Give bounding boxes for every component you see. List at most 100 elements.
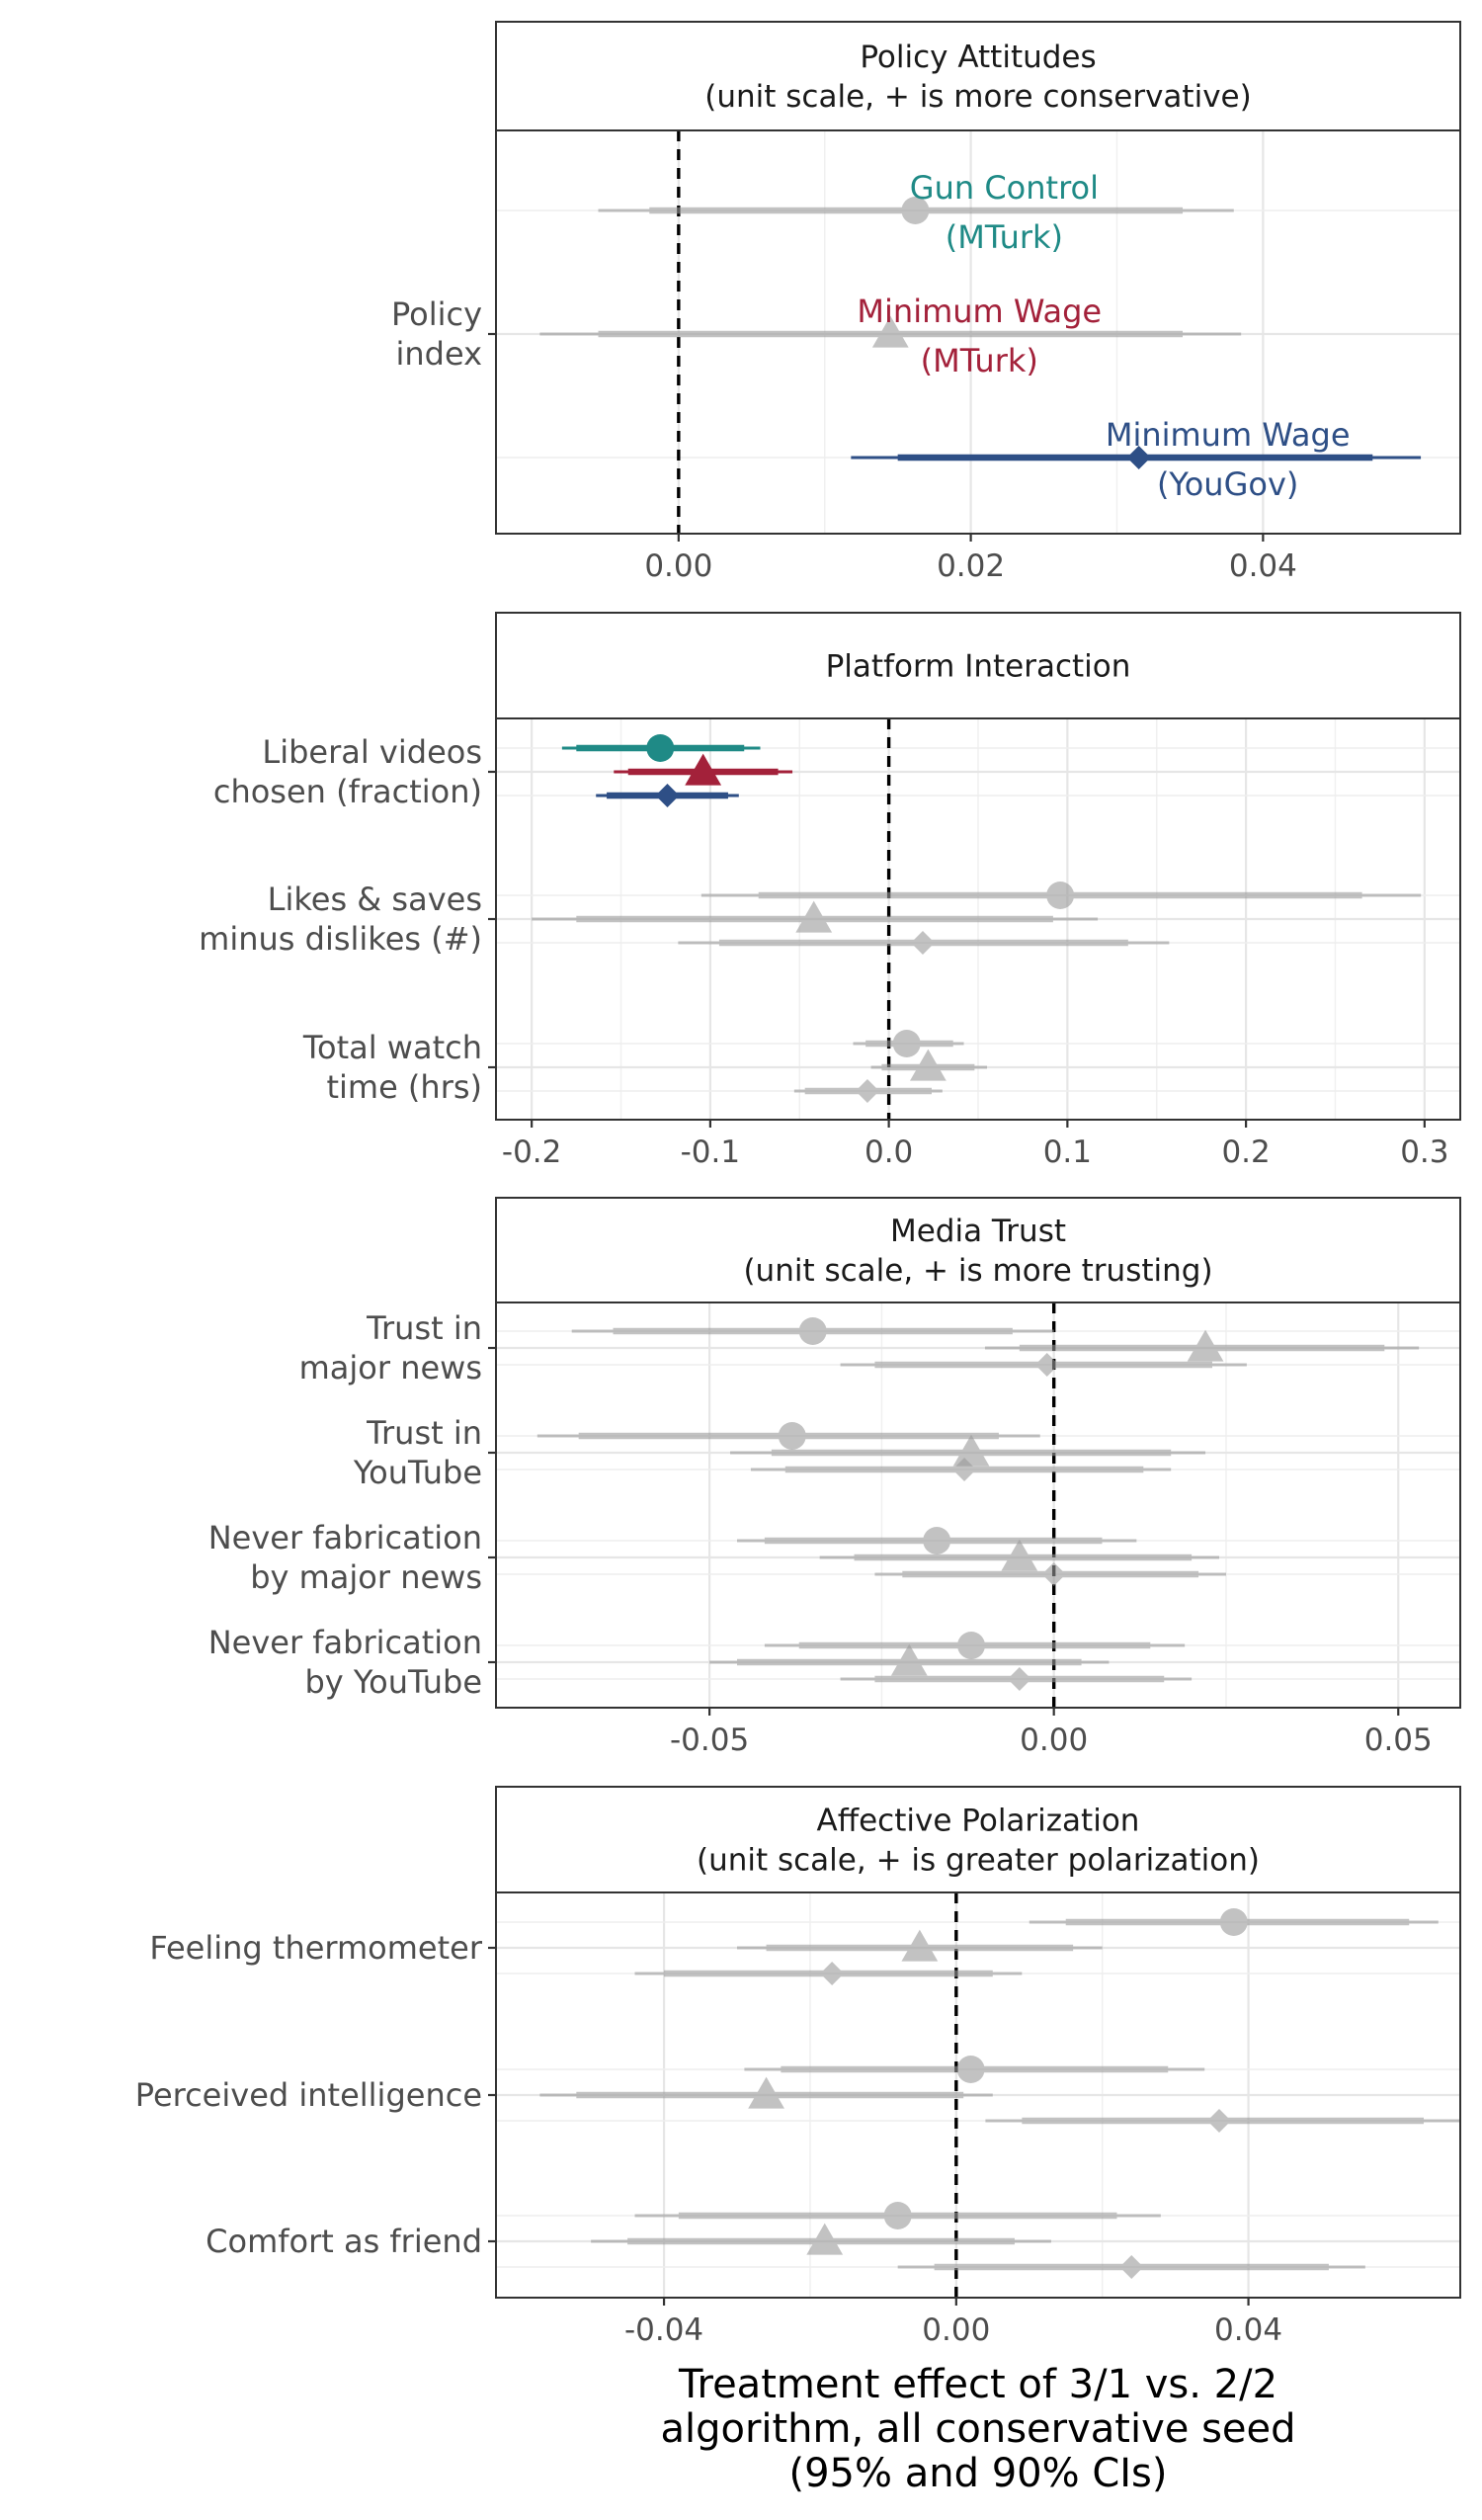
- point-triangle: [1187, 1329, 1224, 1362]
- point-circle: [883, 2202, 912, 2229]
- row-label: Never fabrication: [208, 1624, 482, 1661]
- panel-1: Platform Interaction Liberal videoschosen…: [199, 612, 1461, 1170]
- x-tick-label: 0.2: [1221, 1134, 1270, 1170]
- point-diamond: [910, 931, 935, 955]
- point-circle: [778, 1422, 806, 1450]
- point-diamond: [1041, 1562, 1066, 1586]
- row-label: Comfort as friend: [206, 2223, 482, 2260]
- estimate-annotation: (MTurk): [946, 218, 1063, 256]
- point-circle: [1046, 882, 1075, 909]
- panel-border: [495, 717, 1461, 1121]
- panel-strip: [495, 21, 1461, 131]
- panel-title: (unit scale, + is more conservative): [704, 79, 1251, 115]
- estimate-MTurk_wage: [737, 1929, 1103, 1962]
- estimate-MTurk_gun: [536, 1422, 1040, 1450]
- point-diamond: [1034, 1353, 1059, 1377]
- point-diamond: [655, 784, 680, 807]
- estimate-MTurk_wage: [870, 1049, 988, 1081]
- point-diamond: [1119, 2255, 1144, 2279]
- point-circle: [923, 1527, 951, 1554]
- row-label: chosen (fraction): [213, 773, 482, 810]
- panel-title: Platform Interaction: [826, 649, 1131, 685]
- estimate-annotation: (YouGov): [1157, 465, 1298, 503]
- point-diamond: [952, 1458, 977, 1481]
- point-circle: [798, 1317, 827, 1345]
- point-diamond: [1007, 1667, 1031, 1691]
- panel-strip: [495, 1197, 1461, 1303]
- point-diamond: [1126, 446, 1151, 469]
- estimate-annotation: (MTurk): [921, 342, 1038, 379]
- row-label: time (hrs): [326, 1068, 482, 1106]
- estimate-annotation: Gun Control: [910, 169, 1099, 207]
- estimate-YouGov: [634, 1962, 1023, 1985]
- estimate-MTurk_gun: [853, 1030, 964, 1057]
- panel-border: [495, 1302, 1461, 1709]
- estimate-YouGov: [750, 1458, 1172, 1481]
- row-label: Likes & saves: [268, 881, 482, 918]
- point-triangle: [685, 753, 722, 786]
- estimate-YouGov: [985, 2109, 1460, 2133]
- x-axis-title: (95% and 90% CIs): [789, 2451, 1168, 2496]
- estimate-MTurk_gun: [571, 1317, 1054, 1345]
- row-label: Perceived intelligence: [135, 2076, 482, 2114]
- x-tick-label: 0.05: [1364, 1722, 1433, 1758]
- estimate-YouGov: [897, 2255, 1365, 2279]
- row-label: YouTube: [353, 1454, 482, 1491]
- point-triangle: [795, 900, 833, 933]
- estimate-MTurk_wage: [819, 1539, 1219, 1571]
- estimate-MTurk_wage: [730, 1434, 1206, 1467]
- x-tick-label: -0.05: [670, 1722, 749, 1758]
- x-tick-label: 0.00: [644, 548, 712, 584]
- x-axis-title: algorithm, all conservative seed: [660, 2406, 1295, 2452]
- estimate-MTurk_wage: [709, 1643, 1110, 1676]
- row-label: Never fabrication: [208, 1519, 482, 1556]
- estimate-MTurk_gun: [764, 1632, 1186, 1659]
- point-circle: [956, 2056, 985, 2083]
- x-tick-label: 0.04: [1229, 548, 1297, 584]
- row-label: index: [395, 335, 482, 373]
- estimate-MTurk_gun: [634, 2202, 1161, 2229]
- point-triangle: [890, 1643, 928, 1676]
- panel-border: [495, 1891, 1461, 2299]
- estimate-YouGov: [678, 931, 1170, 955]
- point-triangle: [871, 315, 909, 348]
- x-tick-label: -0.1: [681, 1134, 741, 1170]
- estimate-MTurk_wage: [539, 2076, 993, 2109]
- estimate-YouGov: [840, 1667, 1193, 1691]
- estimate-YouGov: [851, 446, 1422, 469]
- x-tick-label: 0.00: [1020, 1722, 1088, 1758]
- x-tick-label: 0.04: [1214, 2312, 1282, 2348]
- panel-2: Media Trust (unit scale, + is more trusti…: [208, 1197, 1461, 1758]
- estimate-MTurk_gun: [598, 197, 1234, 224]
- estimate-MTurk_gun: [737, 1527, 1137, 1554]
- x-tick-label: 0.1: [1043, 1134, 1092, 1170]
- estimate-MTurk_gun: [561, 734, 761, 762]
- point-triangle: [901, 1929, 939, 1962]
- point-triangle: [748, 2076, 784, 2109]
- estimate-MTurk_wage: [532, 900, 1099, 933]
- estimate-MTurk_gun: [700, 882, 1422, 909]
- row-label: Policy: [391, 295, 482, 333]
- x-tick-label: -0.04: [624, 2312, 703, 2348]
- x-tick-label: 0.00: [922, 2312, 990, 2348]
- x-tick-label: 0.3: [1400, 1134, 1448, 1170]
- row-label: Trust in: [366, 1414, 482, 1452]
- x-tick-label: 0.02: [937, 548, 1005, 584]
- panel-border: [495, 129, 1461, 535]
- panel-title: Affective Polarization: [817, 1804, 1140, 1839]
- estimate-annotation: Minimum Wage: [857, 293, 1102, 330]
- estimate-MTurk_gun: [744, 2056, 1205, 2083]
- point-triangle: [952, 1434, 990, 1467]
- point-triangle: [909, 1049, 947, 1081]
- estimate-YouGov: [840, 1353, 1247, 1377]
- panel-title: Policy Attitudes: [860, 40, 1096, 75]
- point-diamond: [820, 1962, 845, 1985]
- point-circle: [1219, 1908, 1248, 1936]
- estimate-YouGov: [596, 784, 739, 807]
- point-circle: [646, 734, 675, 762]
- row-label: by YouTube: [304, 1663, 482, 1701]
- point-circle: [892, 1030, 921, 1057]
- point-diamond: [1207, 2109, 1231, 2133]
- estimate-MTurk_wage: [614, 753, 793, 786]
